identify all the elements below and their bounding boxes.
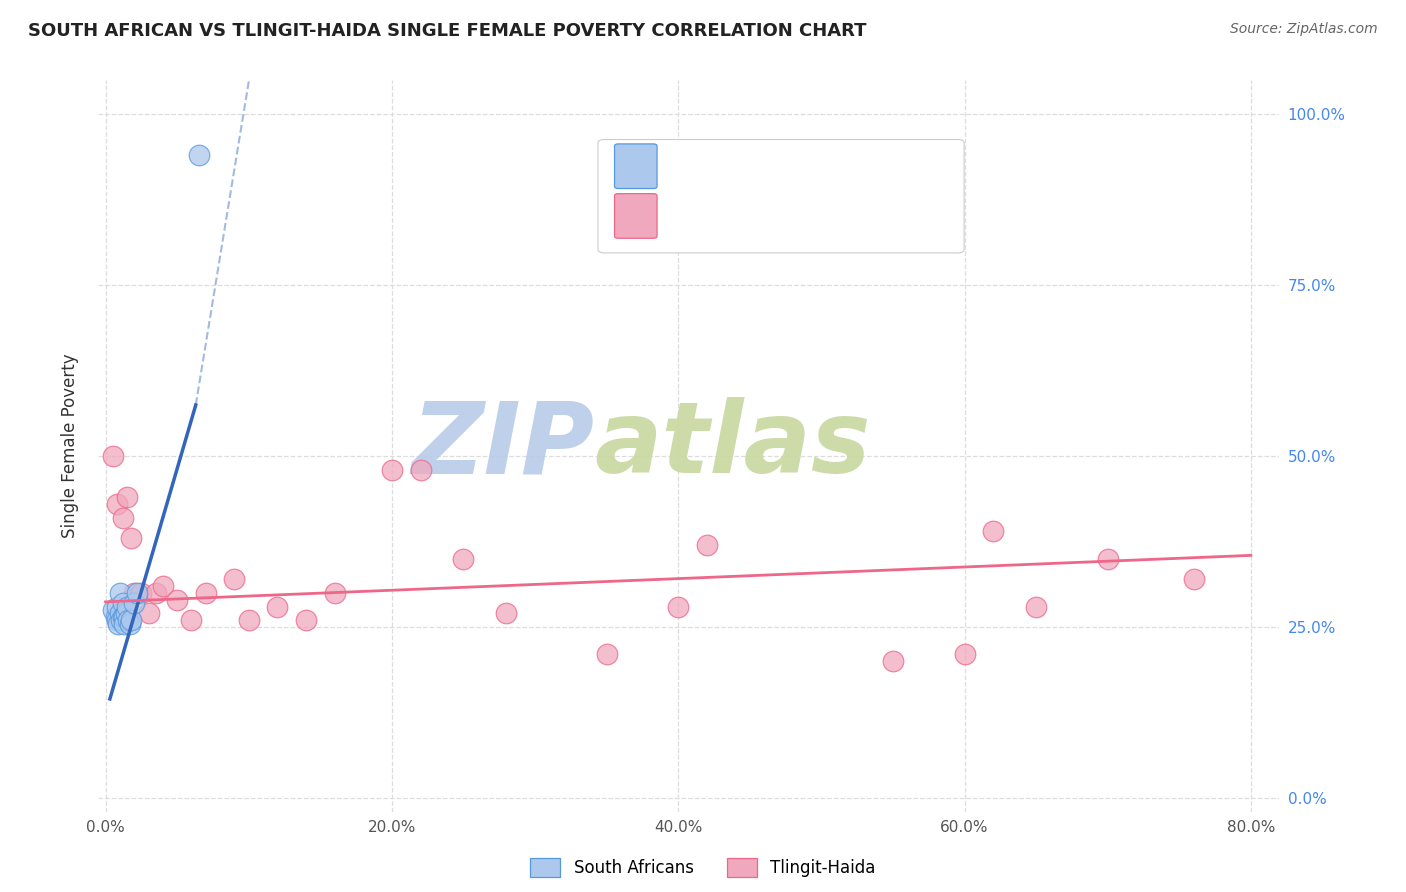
Point (381, 463, 404, 477)
Point (1097, 551, 1119, 566)
FancyBboxPatch shape (614, 194, 657, 238)
Point (108, 586, 131, 600)
Point (115, 599, 138, 614)
Point (145, 586, 167, 600)
Point (105, 613, 128, 627)
Point (110, 613, 132, 627)
Point (122, 596, 145, 610)
Point (131, 586, 153, 600)
Point (295, 613, 318, 627)
Point (112, 616, 135, 631)
Point (138, 607, 160, 621)
Point (1182, 572, 1205, 586)
Legend: South Africans, Tlingit-Haida: South Africans, Tlingit-Haida (523, 851, 883, 884)
Point (122, 586, 145, 600)
Point (125, 586, 148, 600)
Point (111, 610, 134, 624)
Point (101, 449, 124, 463)
Point (152, 579, 174, 593)
Point (266, 599, 288, 614)
Text: atlas: atlas (595, 398, 870, 494)
Point (453, 551, 475, 566)
Point (981, 524, 1004, 539)
Point (111, 596, 134, 610)
Point (238, 613, 260, 627)
Point (115, 490, 138, 504)
Text: SOUTH AFRICAN VS TLINGIT-HAIDA SINGLE FEMALE POVERTY CORRELATION CHART: SOUTH AFRICAN VS TLINGIT-HAIDA SINGLE FE… (28, 22, 866, 40)
Text: R =  0.147    N =  31: R = 0.147 N = 31 (668, 207, 896, 226)
Text: R =  0.525    N = 20: R = 0.525 N = 20 (668, 158, 886, 176)
Point (323, 586, 346, 600)
Point (1025, 599, 1047, 614)
Point (105, 497, 128, 511)
Point (166, 592, 188, 607)
Point (120, 613, 142, 627)
Point (666, 599, 689, 614)
Point (104, 610, 127, 624)
FancyBboxPatch shape (614, 144, 657, 188)
Point (114, 607, 136, 621)
Y-axis label: Single Female Poverty: Single Female Poverty (60, 354, 79, 538)
Point (194, 586, 217, 600)
Point (105, 599, 128, 614)
Point (117, 613, 139, 627)
Point (118, 616, 141, 631)
Point (108, 607, 131, 621)
Point (187, 148, 209, 162)
Point (224, 572, 246, 586)
Point (953, 648, 976, 662)
Text: Source: ZipAtlas.com: Source: ZipAtlas.com (1230, 22, 1378, 37)
Point (180, 613, 202, 627)
Point (101, 603, 124, 617)
Point (107, 616, 129, 631)
Text: ZIP: ZIP (412, 398, 595, 494)
Point (495, 607, 517, 621)
Point (595, 648, 617, 662)
Point (409, 463, 432, 477)
FancyBboxPatch shape (598, 139, 965, 253)
Point (120, 531, 142, 545)
Point (882, 654, 904, 668)
Point (111, 510, 134, 524)
Point (112, 610, 135, 624)
Point (696, 538, 718, 552)
